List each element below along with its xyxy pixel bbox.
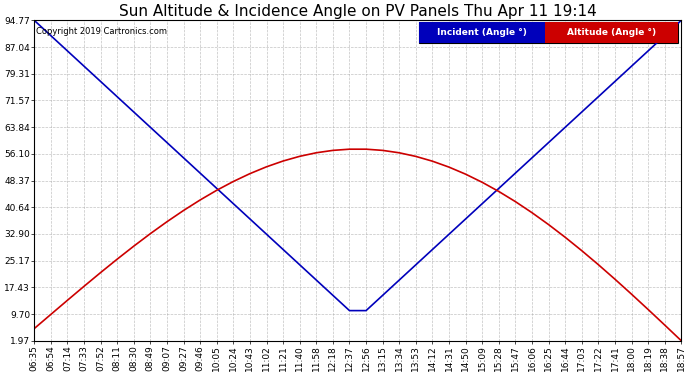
Text: Copyright 2019 Cartronics.com: Copyright 2019 Cartronics.com	[35, 27, 166, 36]
Title: Sun Altitude & Incidence Angle on PV Panels Thu Apr 11 19:14: Sun Altitude & Incidence Angle on PV Pan…	[119, 4, 597, 19]
